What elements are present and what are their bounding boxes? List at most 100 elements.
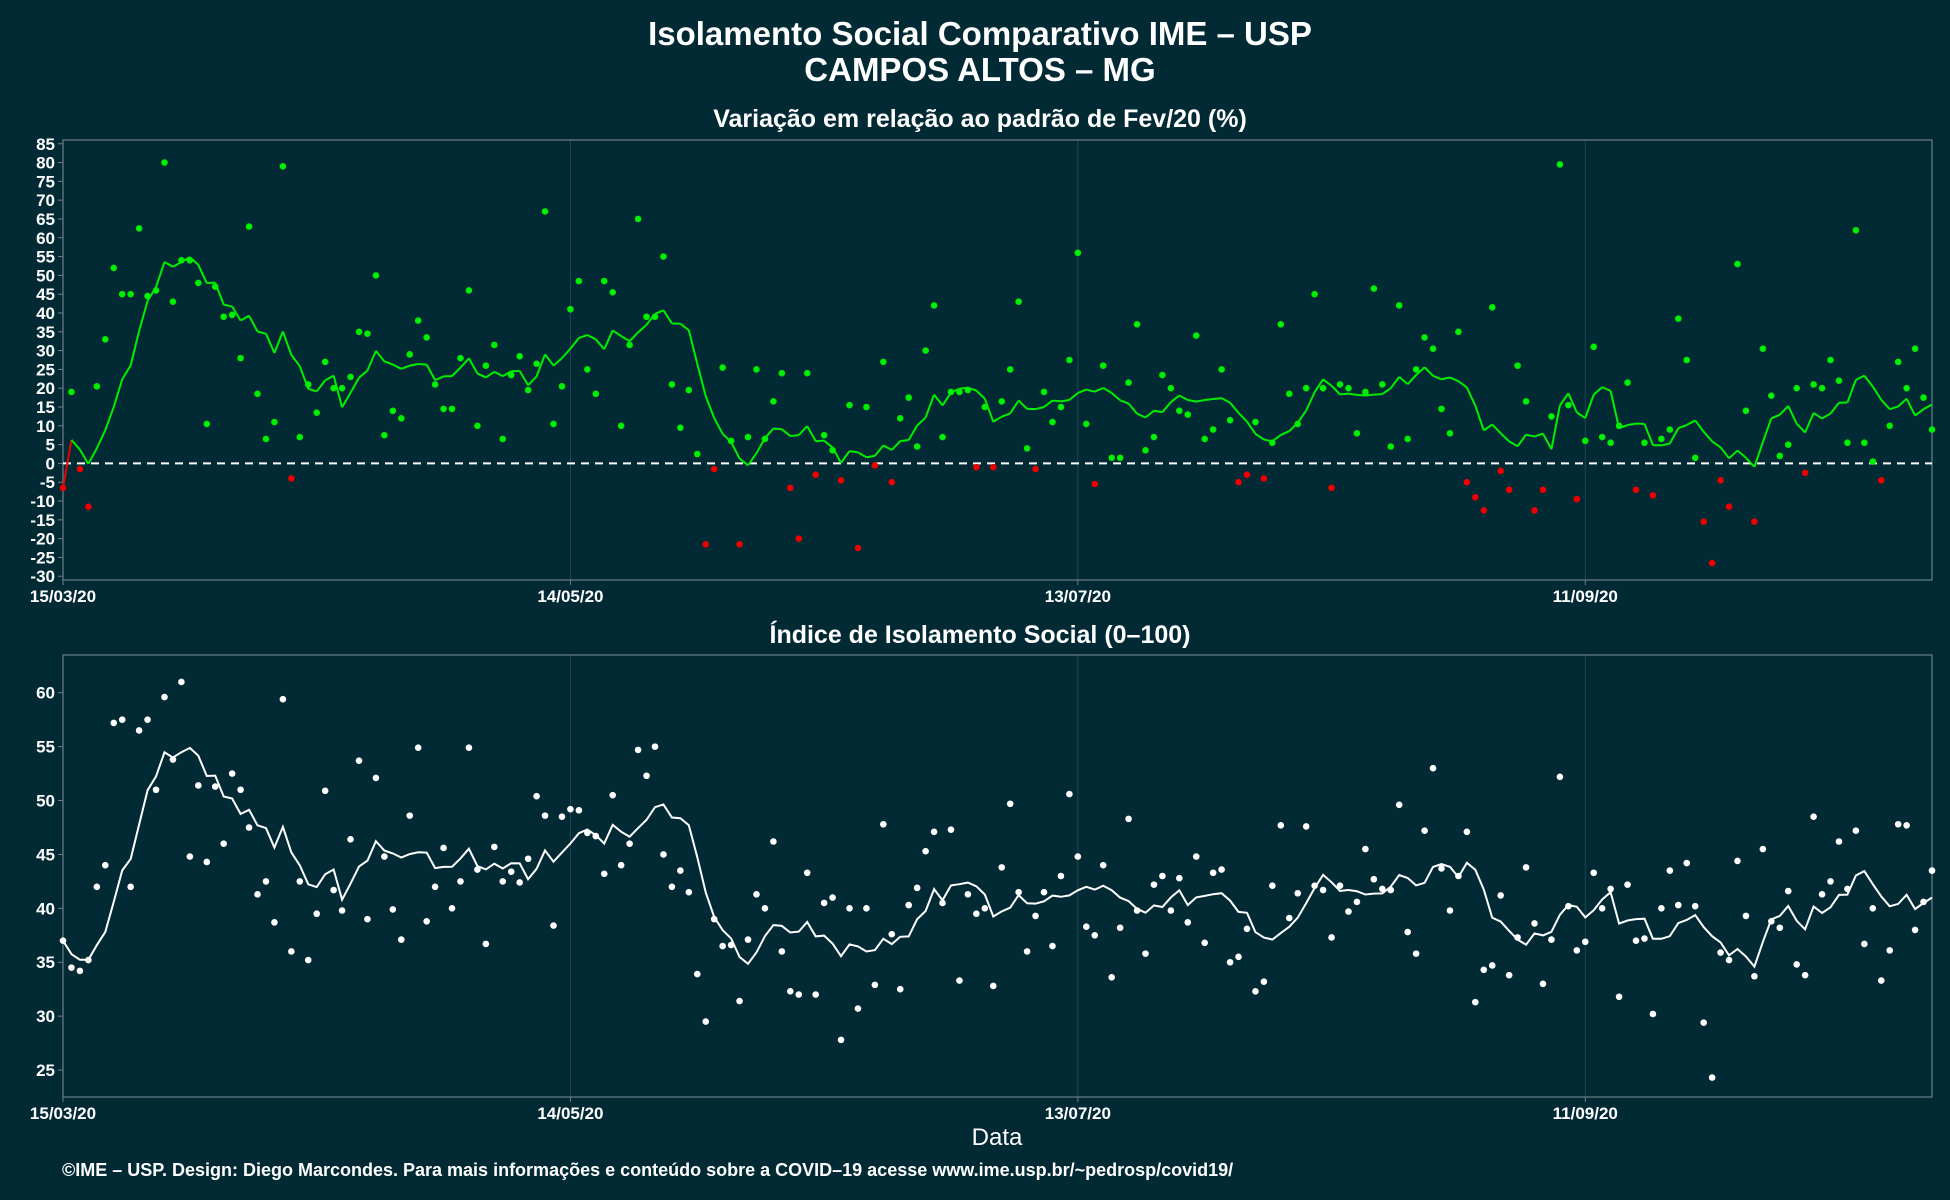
panel1-point-62	[584, 366, 591, 373]
panel1-point-160	[1412, 366, 1420, 373]
panel1-trend-segment-86	[781, 428, 791, 437]
panel1-trend-segment-212	[1846, 379, 1857, 403]
panel2-point-87	[795, 991, 803, 998]
panel1-point-87	[795, 535, 803, 542]
panel2-ytick-label-5: 50	[36, 792, 55, 811]
panel1-trend-segment-21	[231, 306, 242, 322]
panel2-point-45	[440, 844, 447, 852]
panel1-trend-segment-36	[358, 369, 369, 379]
panel2-point-69	[643, 772, 650, 780]
panel2-point-85	[778, 948, 786, 955]
panel2-point-152	[1345, 908, 1352, 915]
panel1-point-137	[1218, 366, 1225, 373]
panel1-trend-segment-183	[1601, 386, 1612, 392]
panel1-ytick-label-1: -25	[30, 548, 55, 567]
panel1-trend-segment-72	[662, 309, 673, 325]
panel2-point-21	[237, 786, 244, 794]
panel1-point-20	[228, 311, 236, 319]
panel1-trend-segment-176	[1542, 433, 1553, 450]
panel2-point-125	[1116, 924, 1124, 932]
panel1-point-4	[93, 383, 101, 390]
panel1-trend-segment-17	[197, 264, 208, 284]
panel1-trend-segment-148	[1305, 391, 1316, 411]
panel2-point-99	[896, 985, 904, 993]
panel1-point-110	[989, 463, 997, 471]
panel2-point-174	[1531, 920, 1538, 927]
panel1-trend-segment-215	[1871, 386, 1883, 401]
panel1-ytick-label-12: 30	[36, 342, 55, 361]
panel1-point-24	[262, 435, 270, 443]
panel2-point-11	[152, 786, 160, 794]
panel1-point-213	[1861, 439, 1868, 447]
panel1-trend-segment-135	[1196, 399, 1205, 403]
panel1-trend-segment-33	[332, 375, 344, 408]
panel1-trend-segment-202	[1761, 417, 1773, 443]
panel1-ytick-label-14: 40	[36, 304, 55, 323]
panel1-title: Variação em relação ao padrão de Fev/20 …	[713, 105, 1247, 133]
panel1-trend-segment-114	[1017, 399, 1028, 410]
panel2-point-120	[1074, 853, 1082, 860]
panel2-point-154	[1362, 845, 1369, 853]
panel2-point-180	[1581, 938, 1589, 946]
panel2-point-203	[1776, 924, 1784, 932]
panel1-trend-segment-78	[713, 417, 724, 435]
panel1-point-145	[1285, 390, 1293, 398]
panel1-trend-segment-197	[1719, 446, 1730, 459]
panel1-point-69	[643, 313, 650, 321]
panel1-point-54	[516, 352, 523, 360]
panel1-point-86	[787, 484, 794, 492]
panel1-trend-segment-150	[1322, 378, 1333, 387]
panel2-ytick-label-1: 30	[36, 1007, 55, 1026]
panel2-point-44	[431, 883, 439, 891]
panel2-point-216	[1886, 947, 1894, 954]
panel2-point-4	[93, 883, 101, 891]
panel1-trend-segment-204	[1779, 405, 1789, 416]
panel1-point-68	[634, 215, 642, 223]
panel1-trend-segment-59	[552, 357, 563, 367]
panel1-point-184	[1615, 422, 1623, 430]
panel1-point-143	[1269, 439, 1276, 447]
panel1-trend-segment-195	[1702, 431, 1713, 443]
panel2-point-100	[905, 901, 913, 909]
panel2-point-86	[787, 988, 794, 995]
panel2-ytick-label-3: 40	[36, 899, 55, 918]
panel2-point-129	[1150, 881, 1158, 888]
panel1-trend-segment-125	[1111, 392, 1121, 402]
panel1-trend-segment-177	[1550, 405, 1561, 450]
panel1-trend-segment-151	[1330, 385, 1341, 396]
panel1-trend-segment-35	[349, 377, 360, 394]
panel1-trend-segment-27	[281, 331, 293, 356]
panel2-point-28	[296, 878, 304, 885]
panel1-point-212	[1852, 226, 1860, 234]
panel1-trend-segment-109	[975, 389, 986, 400]
panel2-point-106	[956, 977, 963, 984]
panel2-point-55	[524, 855, 532, 863]
panel1-point-142	[1260, 475, 1268, 482]
panel1-point-25	[271, 418, 278, 426]
panel2-point-157	[1387, 886, 1395, 894]
panel1-trend-segment-167	[1465, 386, 1477, 407]
panel1-point-13	[169, 298, 177, 306]
panel1-point-102	[922, 347, 929, 354]
panel2-point-78	[719, 942, 726, 950]
panel1-trend-segment-95	[857, 451, 867, 459]
panel1-trend-segment-101	[907, 425, 919, 441]
panel1-trend-segment-100	[900, 439, 909, 443]
panel2-point-113	[1015, 888, 1022, 896]
panel1-point-141	[1252, 418, 1259, 426]
panel2-point-92	[837, 1036, 845, 1044]
panel2-ytick-label-6: 55	[36, 738, 55, 757]
panel1-trend-segment-139	[1229, 402, 1240, 414]
panel2-point-145	[1285, 914, 1293, 922]
panel1-point-206	[1801, 469, 1809, 477]
panel1-point-162	[1429, 345, 1437, 353]
panel1-ytick-label-22: 80	[36, 154, 55, 173]
panel1-trend-segment-43	[418, 363, 427, 366]
panel1-trend-segment-9	[129, 330, 141, 366]
panel1-point-60	[567, 305, 574, 313]
panel2-point-209	[1827, 878, 1834, 885]
panel1-trend-segment-69	[637, 324, 648, 334]
panel2-point-91	[829, 894, 836, 901]
panel1-point-103	[930, 302, 938, 309]
panel1-trend-segment-55	[518, 370, 529, 386]
